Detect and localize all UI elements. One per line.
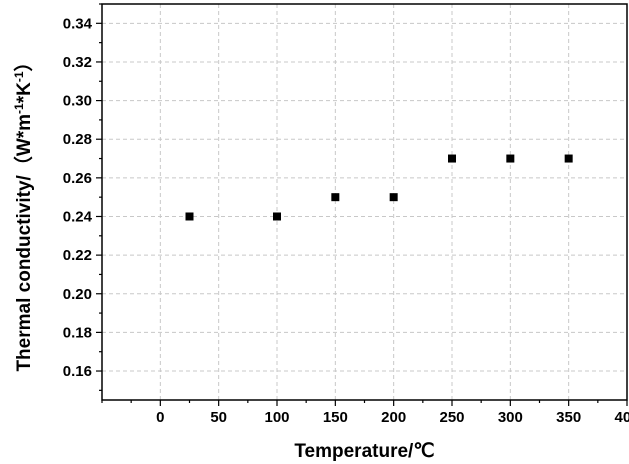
y-tick-label: 0.34 bbox=[63, 15, 93, 32]
y-axis-title-prefix: Thermal conductivity/（W*m bbox=[12, 114, 35, 372]
x-tick-label: 100 bbox=[264, 409, 289, 426]
plot-frame bbox=[101, 3, 628, 401]
x-tick-label: 50 bbox=[210, 409, 227, 426]
grid-lines bbox=[102, 4, 628, 400]
x-tick-label: 150 bbox=[323, 409, 348, 426]
y-tick-label: 0.26 bbox=[63, 170, 92, 187]
x-tick-label: 250 bbox=[439, 409, 464, 426]
y-tick-label: 0.20 bbox=[63, 286, 92, 303]
data-point bbox=[389, 193, 398, 202]
y-tick-labels: 0.16 0.18 0.20 0.22 0.24 0.26 0.28 0.30 0.32 0.34 bbox=[63, 15, 93, 380]
y-tick-label: 0.24 bbox=[63, 208, 93, 225]
y-axis-title-exp1: -1 bbox=[12, 103, 26, 114]
y-tick-label: 0.18 bbox=[63, 324, 92, 341]
x-tick-label: 350 bbox=[556, 409, 581, 426]
y-axis-title-exp2: -1 bbox=[12, 71, 26, 82]
data-point bbox=[185, 212, 194, 221]
data-point bbox=[506, 154, 515, 163]
data-points bbox=[185, 154, 573, 221]
x-axis-title: Temperature/℃ bbox=[294, 441, 434, 462]
data-point bbox=[331, 193, 340, 202]
data-point bbox=[448, 154, 456, 163]
y-axis-title-suffix: ） bbox=[12, 52, 35, 71]
data-point bbox=[273, 212, 281, 221]
axis-ticks bbox=[96, 3, 628, 406]
y-tick-label: 0.32 bbox=[63, 54, 92, 71]
y-tick-label: 0.16 bbox=[63, 363, 92, 380]
y-axis-title: Thermal conductivity/（W*m-1*K-1） bbox=[12, 52, 35, 371]
y-tick-label: 0.30 bbox=[63, 93, 92, 110]
y-tick-label: 0.28 bbox=[63, 131, 92, 148]
x-tick-label: 400 bbox=[614, 409, 629, 426]
data-point bbox=[564, 154, 573, 163]
x-tick-label: 300 bbox=[498, 409, 523, 426]
y-tick-label: 0.22 bbox=[63, 247, 92, 264]
x-tick-labels: 0 50 100 150 200 250 300 350 400 bbox=[156, 409, 629, 426]
y-axis-title-middle: *K bbox=[14, 82, 35, 103]
x-tick-label: 200 bbox=[381, 409, 406, 426]
x-tick-label: 0 bbox=[156, 409, 164, 426]
